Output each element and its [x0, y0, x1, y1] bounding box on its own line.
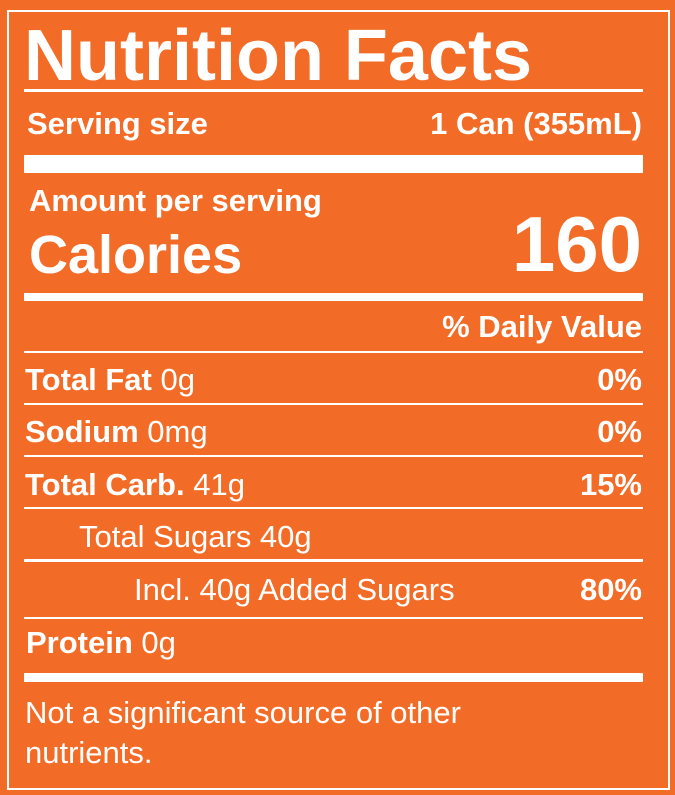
- serving-size-label: Serving size: [27, 106, 208, 141]
- nutrient-dv: 15%: [579, 467, 642, 502]
- nutrient-name: Total Fat: [25, 362, 152, 397]
- nutrient-dv: 80%: [579, 572, 642, 607]
- label-border: [7, 10, 670, 790]
- nutrient-amount: 0g: [141, 625, 176, 660]
- divider: [24, 403, 643, 405]
- nutrient-row-added-sugars: Incl. 40g Added Sugars: [134, 572, 455, 607]
- daily-value-header: % Daily Value: [442, 309, 642, 344]
- title: Nutrition Facts: [24, 16, 533, 96]
- calories-value: 160: [511, 200, 642, 288]
- nutrient-name: Total Carb.: [25, 467, 185, 502]
- thick-divider: [24, 155, 643, 173]
- divider: [24, 455, 643, 457]
- nutrient-row-total-sugars: Total Sugars 40g: [79, 519, 312, 554]
- calories-label: Calories: [29, 225, 243, 285]
- nutrient-amount: 41g: [193, 467, 245, 502]
- medium-divider: [24, 673, 643, 682]
- nutrient-row-total-carb: Total Carb. 41g: [25, 469, 245, 500]
- divider: [24, 89, 643, 92]
- nutrient-amount: 0g: [160, 362, 195, 397]
- divider: [24, 617, 643, 619]
- divider: [24, 351, 643, 353]
- nutrient-dv: 0%: [597, 414, 642, 449]
- divider: [24, 559, 643, 562]
- divider: [24, 507, 643, 509]
- footnote-line-2: nutrients.: [25, 735, 153, 770]
- nutrient-row-total-fat: Total Fat 0g: [25, 364, 195, 395]
- nutrient-amount: 0mg: [147, 414, 208, 449]
- nutrient-dv: 0%: [597, 362, 642, 397]
- nutrient-name: Protein: [26, 625, 133, 660]
- amount-per-serving: Amount per serving: [29, 183, 322, 218]
- nutrient-row-protein: Protein 0g: [26, 627, 176, 658]
- nutrient-row-sodium: Sodium 0mg: [25, 416, 208, 447]
- footnote-line-1: Not a significant source of other: [25, 695, 461, 730]
- nutrient-name: Sodium: [25, 414, 139, 449]
- medium-divider: [24, 293, 643, 301]
- serving-size-value: 1 Can (355mL): [430, 106, 642, 141]
